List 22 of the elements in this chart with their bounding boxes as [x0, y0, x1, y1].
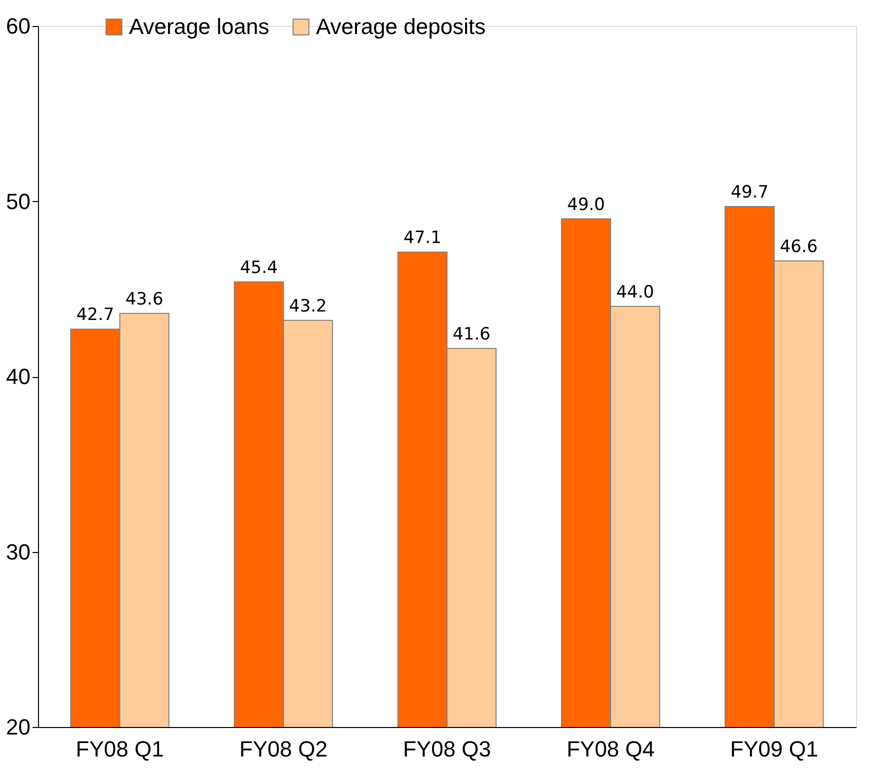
data-label: 42.7 — [76, 305, 114, 326]
x-tick-label: FY08 Q4 — [566, 736, 655, 762]
y-tick-label: 60 — [6, 14, 30, 38]
y-tick-label: 30 — [6, 539, 30, 564]
data-label: 49.0 — [567, 194, 605, 215]
legend-label: Average loans — [129, 14, 270, 39]
data-label: 47.1 — [404, 228, 442, 248]
x-tick-label: FY08 Q3 — [402, 736, 492, 762]
data-label: 41.6 — [452, 324, 490, 344]
y-tick-label: 40 — [6, 364, 30, 389]
data-label: 44.0 — [616, 282, 654, 302]
data-label: 49.7 — [730, 182, 769, 203]
y-tick-label: 20 — [6, 714, 30, 740]
legend-label: Average deposits — [316, 14, 486, 39]
x-tick-label: FY09 Q1 — [730, 736, 818, 762]
data-label: 45.4 — [240, 258, 278, 278]
data-label: 43.6 — [125, 289, 164, 310]
x-tick-label: FY08 Q1 — [76, 736, 164, 762]
data-label: 43.2 — [289, 296, 327, 316]
y-tick-label: 50 — [6, 188, 30, 214]
x-tick-label: FY08 Q2 — [239, 736, 328, 762]
data-label: 46.6 — [780, 236, 818, 257]
